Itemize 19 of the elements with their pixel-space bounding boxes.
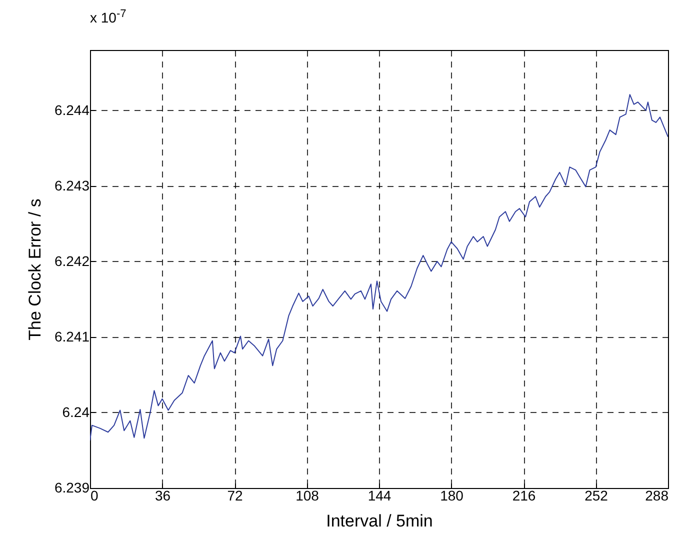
x-tick-label: 180 bbox=[440, 488, 464, 504]
x-tick-label: 108 bbox=[296, 488, 320, 504]
x-tick-label: 288 bbox=[645, 488, 669, 504]
y-tick-label: 6.243 bbox=[54, 177, 90, 194]
y-axis-title: The Clock Error / s bbox=[25, 198, 44, 340]
x-tick-label: 36 bbox=[154, 488, 171, 504]
y-tick-label: 6.244 bbox=[54, 102, 90, 118]
line-series bbox=[90, 94, 668, 441]
y-tick-label: 6.241 bbox=[54, 328, 90, 344]
x-tick-label: 252 bbox=[584, 488, 608, 504]
y-tick-label: 6.239 bbox=[54, 480, 90, 496]
text: x 10$^{-7}$ bbox=[90, 8, 126, 26]
x-tick-label: 144 bbox=[368, 488, 392, 504]
x-axis-title: Interval / 5min bbox=[326, 512, 433, 530]
x-tick-label: 216 bbox=[512, 488, 536, 504]
x-tick-label: 72 bbox=[227, 488, 243, 504]
y-tick-label: 6.24 bbox=[62, 404, 90, 420]
x-tick-label: 0 bbox=[90, 488, 98, 504]
y-tick-label: 6.242 bbox=[54, 252, 90, 269]
